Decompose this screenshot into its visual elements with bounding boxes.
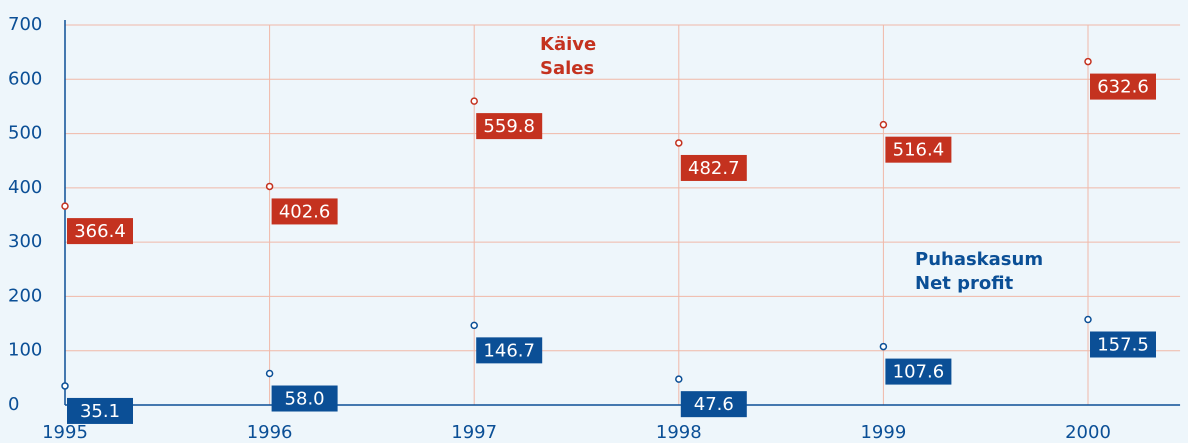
label-box [67, 397, 133, 424]
data-label: 47.6 [694, 394, 734, 415]
x-tick-label: 1997 [451, 422, 497, 443]
label-box [476, 113, 543, 140]
data-label: 632.6 [1097, 77, 1149, 98]
y-tick-label: 300 [8, 231, 42, 252]
y-tick-label: 200 [8, 285, 42, 306]
data-label: 559.8 [483, 116, 535, 137]
point [61, 202, 69, 210]
y-tick-label: 600 [8, 68, 42, 89]
point [1084, 315, 1092, 324]
point [61, 382, 69, 390]
point [470, 321, 478, 330]
data-label: 58.0 [285, 389, 325, 410]
label-box [680, 154, 747, 181]
label-box [885, 136, 952, 163]
point [879, 120, 888, 129]
x-tick-label: 1999 [860, 422, 906, 443]
y-tick-label: 0 [8, 394, 19, 415]
y-tick-label: 500 [8, 123, 42, 144]
x-tick-label: 1998 [656, 422, 702, 443]
annotation: Net profit [915, 273, 1014, 294]
label-box [885, 358, 952, 385]
x-tick-label: 1996 [247, 422, 293, 443]
point [879, 342, 888, 351]
annotation: Käive [540, 34, 596, 55]
y-tick-label: 400 [8, 177, 42, 198]
label-box [271, 385, 338, 412]
y-tick-label: 100 [8, 340, 42, 361]
label-box [67, 218, 133, 245]
data-label: 146.7 [483, 340, 535, 361]
annotation: Puhaskasum [915, 249, 1043, 270]
point [675, 375, 683, 383]
point [265, 369, 274, 378]
data-label: 516.4 [893, 140, 945, 161]
point [1084, 57, 1092, 66]
point [675, 139, 683, 147]
label-box [271, 198, 338, 225]
data-label: 107.6 [893, 362, 945, 383]
data-label: 402.6 [279, 201, 331, 222]
data-label: 157.5 [1097, 335, 1149, 356]
label-box [1090, 331, 1156, 358]
y-tick-label: 700 [8, 14, 42, 35]
data-label: 366.4 [74, 221, 126, 242]
label-box [680, 391, 747, 418]
x-tick-label: 1995 [42, 422, 88, 443]
point [470, 97, 478, 105]
data-label: 35.1 [80, 401, 120, 422]
label-box [1090, 73, 1156, 100]
point [265, 182, 274, 191]
label-box [476, 337, 543, 364]
annotation: Sales [540, 58, 594, 79]
x-tick-label: 2000 [1065, 422, 1111, 443]
data-label: 482.7 [688, 158, 740, 179]
